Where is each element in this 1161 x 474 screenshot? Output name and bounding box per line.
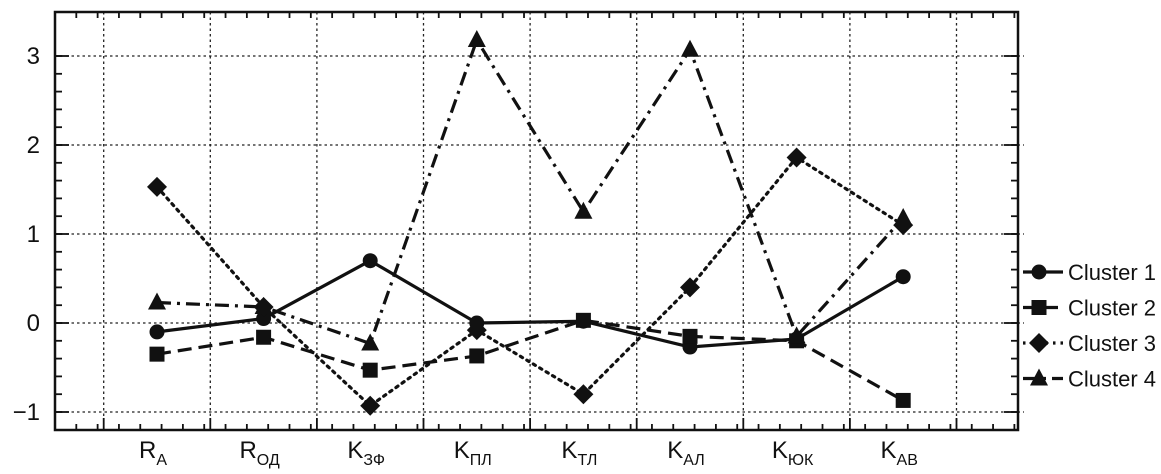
data-point xyxy=(149,324,165,340)
x-tick-label: KАЛ xyxy=(667,437,705,469)
x-tick-label-main: R xyxy=(239,437,256,464)
x-tick-label: KЮК xyxy=(772,437,814,469)
y-tick-label: 3 xyxy=(27,43,40,70)
x-tick-label: KЗФ xyxy=(347,437,385,469)
legend-entry: Cluster 2 xyxy=(1023,296,1156,321)
series-3 xyxy=(147,147,914,416)
series-line xyxy=(155,155,905,408)
y-tick-label: 1 xyxy=(27,221,40,248)
data-point xyxy=(147,176,167,197)
data-point xyxy=(680,277,700,298)
data-point xyxy=(573,384,594,405)
x-tick-label-main: K xyxy=(454,437,470,464)
data-point xyxy=(149,346,165,362)
x-tick-label-main: K xyxy=(667,437,683,464)
x-tick-label-sub: ЗФ xyxy=(363,452,385,469)
x-tick-label-main: K xyxy=(881,437,897,464)
x-tick-label: KТЛ xyxy=(561,437,597,469)
series-line xyxy=(156,38,905,346)
legend: Cluster 1 Cluster 2 Cluster 3 Cluster 4 xyxy=(1023,260,1156,392)
x-tick-label-sub: ЮК xyxy=(788,452,814,469)
data-point xyxy=(469,348,485,364)
x-tick-label-main: K xyxy=(561,437,577,464)
data-point xyxy=(895,269,911,285)
data-point xyxy=(681,39,699,57)
legend-label: Cluster 2 xyxy=(1068,296,1156,321)
data-point xyxy=(256,329,272,345)
data-point xyxy=(895,392,911,408)
x-tick-label: KАВ xyxy=(881,437,918,469)
x-tick-label-sub: АЛ xyxy=(683,452,705,469)
x-tick-label-sub: АВ xyxy=(897,452,918,469)
x-tick-label-sub: ПЛ xyxy=(470,452,492,469)
legend-marker xyxy=(1031,300,1047,315)
legend-label: Cluster 4 xyxy=(1068,367,1156,392)
data-point xyxy=(682,328,698,344)
data-point xyxy=(256,311,272,327)
y-tick-label: 0 xyxy=(27,310,40,337)
x-tick-label-sub: А xyxy=(156,452,167,469)
x-tick-label: RОД xyxy=(239,437,279,469)
legend-entry: Cluster 4 xyxy=(1023,367,1156,392)
x-tick-label-main: K xyxy=(772,437,788,464)
data-point xyxy=(575,312,591,328)
legend-entry: Cluster 1 xyxy=(1023,260,1156,285)
series-4 xyxy=(148,29,913,351)
data-point xyxy=(362,253,378,269)
x-tick-label-main: R xyxy=(139,437,156,464)
data-point xyxy=(786,147,807,168)
data-point xyxy=(574,201,593,219)
y-tick-label: −1 xyxy=(13,399,40,426)
data-point xyxy=(787,326,806,344)
x-tick-label-main: K xyxy=(347,437,363,464)
legend-marker xyxy=(1029,333,1049,353)
legend-label: Cluster 3 xyxy=(1068,331,1156,356)
x-tick-label: KПЛ xyxy=(454,437,492,469)
x-tick-label-sub: ТЛ xyxy=(577,452,597,469)
series-line xyxy=(156,318,904,402)
legend-marker xyxy=(1030,368,1048,386)
legend-marker xyxy=(1031,264,1047,280)
legend-label: Cluster 1 xyxy=(1068,260,1156,285)
legend-entry: Cluster 3 xyxy=(1023,331,1156,356)
x-tick-label: RА xyxy=(139,437,167,469)
data-point xyxy=(148,292,166,310)
y-tick-label: 2 xyxy=(27,132,40,159)
x-tick-label-sub: ОД xyxy=(257,452,280,469)
data-point xyxy=(466,320,487,341)
data-point xyxy=(360,395,381,416)
data-point xyxy=(894,207,913,225)
data-point xyxy=(254,296,273,314)
data-point xyxy=(361,333,380,351)
data-series xyxy=(147,29,914,416)
data-point xyxy=(467,29,486,47)
data-point xyxy=(362,362,378,378)
plot-frame xyxy=(53,10,1020,432)
